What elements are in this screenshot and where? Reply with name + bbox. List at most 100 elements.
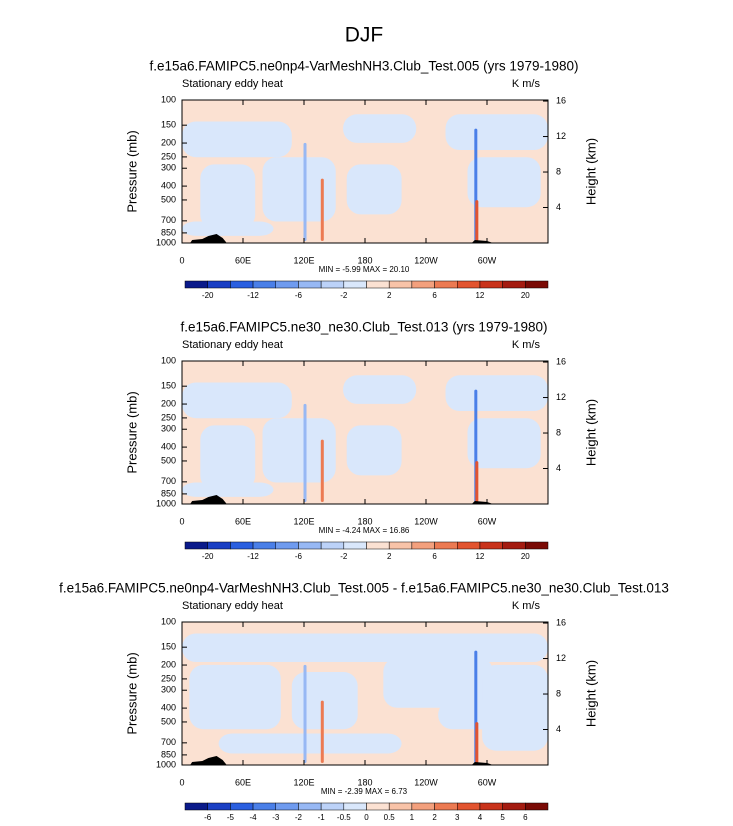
colorbar-box xyxy=(388,541,413,550)
y2-tick-label: 16 xyxy=(556,356,566,366)
x-tick-label: 0 xyxy=(179,255,184,265)
y-tick-label: 1000 xyxy=(156,237,176,247)
y-tick-label: 400 xyxy=(161,441,176,451)
y-tick-label: 250 xyxy=(161,412,176,422)
colorbar-label: -0.5 xyxy=(337,813,351,822)
colorbar-box xyxy=(502,802,526,811)
x-tick-label: 120W xyxy=(414,516,438,526)
y-tick-label: 100 xyxy=(161,94,176,104)
colorbar-label: 6 xyxy=(432,552,437,561)
y-tick-label: 150 xyxy=(161,642,176,652)
y-tick-label: 150 xyxy=(161,120,176,130)
left-label: Stationary eddy heat xyxy=(182,339,283,351)
y-tick-label: 200 xyxy=(161,398,176,408)
colorbar-box xyxy=(479,280,503,289)
y-tick-label: 100 xyxy=(161,616,176,626)
field-region xyxy=(182,221,274,236)
colorbar-box xyxy=(366,541,390,550)
y2-tick-label: 8 xyxy=(556,166,561,176)
colorbar-label: -1 xyxy=(318,813,326,822)
colorbar-box xyxy=(320,541,345,550)
y2-tick-label: 4 xyxy=(556,463,561,473)
y-tick-label: 300 xyxy=(161,685,176,695)
y-tick-label: 250 xyxy=(161,673,176,683)
field-region xyxy=(262,157,336,222)
colorbar-box xyxy=(479,541,503,550)
y-tick-label: 400 xyxy=(161,702,176,712)
x-tick-label: 120W xyxy=(414,255,438,265)
colorbar-label: 3 xyxy=(455,813,460,822)
field-region xyxy=(383,657,494,708)
colorbar-box xyxy=(434,802,458,811)
colorbar-label: 5 xyxy=(500,813,505,822)
units-label: K m/s xyxy=(512,78,541,90)
colorbar-label: -2 xyxy=(295,813,303,822)
y-tick-label: 850 xyxy=(161,227,176,237)
colorbar-box xyxy=(252,280,276,289)
colorbar-box xyxy=(343,541,367,550)
colorbar-box xyxy=(457,802,481,811)
y2-tick-label: 12 xyxy=(556,653,566,663)
field-streak xyxy=(303,142,307,241)
y-axis-label: Pressure (mb) xyxy=(124,391,139,473)
x-tick-label: 120E xyxy=(293,777,314,787)
y2-tick-label: 4 xyxy=(556,724,561,734)
y-tick-label: 850 xyxy=(161,488,176,498)
colorbar-label: -6 xyxy=(295,291,303,300)
field-region xyxy=(467,157,541,208)
x-tick-label: 0 xyxy=(179,516,184,526)
y-axis-label: Pressure (mb) xyxy=(124,652,139,734)
x-tick-label: 180 xyxy=(357,516,372,526)
colorbar-box xyxy=(275,280,299,289)
field-region xyxy=(445,375,548,412)
panel-title: f.e15a6.FAMIPC5.ne0np4-VarMeshNH3.Club_T… xyxy=(59,581,669,596)
x-tick-label: 60E xyxy=(235,255,251,265)
colorbar-box xyxy=(434,280,458,289)
units-label: K m/s xyxy=(512,600,541,612)
colorbar-box xyxy=(502,280,526,289)
field-region xyxy=(343,375,417,404)
y2-tick-label: 4 xyxy=(556,202,561,212)
colorbar-box xyxy=(457,541,481,550)
colorbar-box xyxy=(479,802,503,811)
colorbar-box xyxy=(230,280,254,289)
colorbar-box xyxy=(366,280,390,289)
x-tick-label: 180 xyxy=(357,777,372,787)
panel: f.e15a6.FAMIPC5.ne0np4-VarMeshNH3.Club_T… xyxy=(124,59,598,301)
colorbar-label: -12 xyxy=(247,552,259,561)
colorbar-box xyxy=(184,280,208,289)
field-region xyxy=(182,121,292,158)
colorbar-box xyxy=(388,802,413,811)
colorbar-label: 20 xyxy=(521,291,530,300)
y-tick-label: 700 xyxy=(161,737,176,747)
colorbar-label: -3 xyxy=(272,813,280,822)
field-region xyxy=(346,164,402,215)
field-region xyxy=(189,664,281,730)
x-tick-label: 120E xyxy=(293,255,314,265)
field-region xyxy=(438,700,519,730)
colorbar-label: 2 xyxy=(387,552,392,561)
x-tick-label: 60W xyxy=(478,516,497,526)
y2-tick-label: 16 xyxy=(556,95,566,105)
stats-label: MIN = -2.39 MAX = 6.73 xyxy=(321,787,408,796)
field-streak xyxy=(320,178,324,241)
colorbar-label: 4 xyxy=(478,813,483,822)
colorbar-label: 2 xyxy=(387,291,392,300)
y2-axis-label: Height (km) xyxy=(583,138,598,205)
colorbar-box xyxy=(207,541,231,550)
colorbar-box xyxy=(343,280,367,289)
panel-title: f.e15a6.FAMIPC5.ne30_ne30.Club_Test.013 … xyxy=(181,320,548,335)
colorbar-box xyxy=(298,541,322,550)
left-label: Stationary eddy heat xyxy=(182,78,283,90)
colorbar-box xyxy=(184,802,208,811)
x-tick-label: 60W xyxy=(478,777,497,787)
y-tick-label: 500 xyxy=(161,194,176,204)
field-region xyxy=(182,482,274,497)
x-tick-label: 0 xyxy=(179,777,184,787)
colorbar-box xyxy=(207,802,231,811)
field-region xyxy=(445,114,548,151)
y-tick-label: 200 xyxy=(161,137,176,147)
field-streak xyxy=(475,722,479,763)
field-region xyxy=(343,114,417,143)
